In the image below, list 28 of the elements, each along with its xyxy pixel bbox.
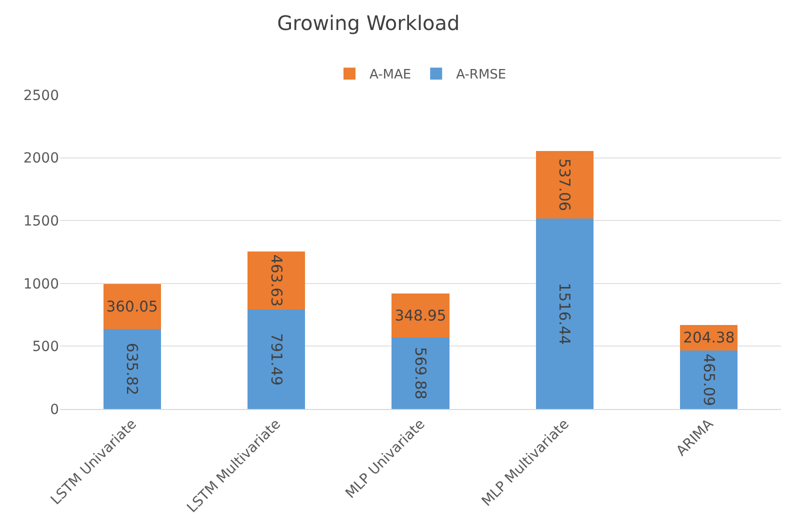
chart-title: Growing Workload xyxy=(277,10,460,35)
y-tick-label: 0 xyxy=(50,402,59,418)
bar xyxy=(103,284,161,330)
data-label: 635.82 xyxy=(123,342,142,396)
bar xyxy=(247,251,306,310)
data-label: 348.95 xyxy=(394,307,446,324)
data-label: 569.88 xyxy=(412,346,430,400)
data-label: 1516.44 xyxy=(556,282,574,345)
bar xyxy=(536,218,594,409)
data-label: 204.38 xyxy=(683,330,735,347)
data-label: 360.05 xyxy=(106,298,158,316)
data-label: 465.09 xyxy=(700,354,718,406)
legend-label: A-RMSE xyxy=(456,68,506,83)
y-tick-label: 1500 xyxy=(23,214,59,230)
bar xyxy=(680,350,738,409)
bar xyxy=(392,337,450,409)
data-label: 537.06 xyxy=(556,158,574,212)
bar xyxy=(103,329,161,409)
legend-label: A-MAE xyxy=(370,68,412,83)
y-tick-label: 2000 xyxy=(23,150,59,167)
y-tick-label: 2500 xyxy=(23,88,59,104)
bar xyxy=(536,151,594,219)
bar xyxy=(392,294,450,338)
y-tick-label: 1000 xyxy=(23,276,59,292)
y-tick-label: 500 xyxy=(32,339,59,356)
data-label: 791.49 xyxy=(267,333,286,386)
bar xyxy=(247,310,306,409)
data-label: 463.63 xyxy=(267,254,286,307)
